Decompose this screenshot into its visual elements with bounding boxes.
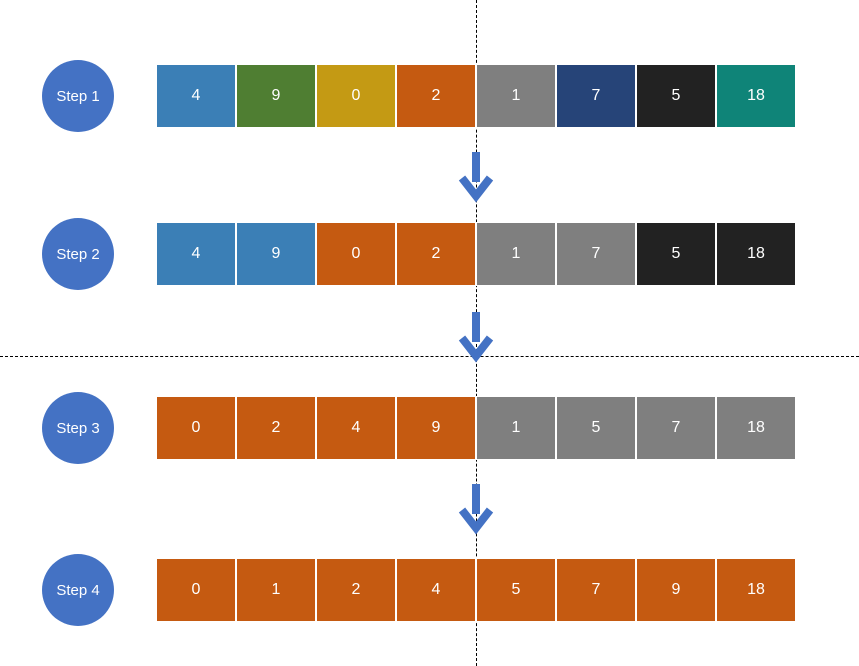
cell-value: 2 <box>272 419 281 437</box>
cell-value: 0 <box>352 87 361 105</box>
array-cell: 7 <box>556 64 636 128</box>
step-label: Step 4 <box>56 582 99 599</box>
cell-value: 7 <box>592 581 601 599</box>
cell-value: 0 <box>192 419 201 437</box>
array-cell: 0 <box>156 396 236 460</box>
step-row: Step 4 0 1 2 4 5 7 9 18 <box>42 554 796 626</box>
cell-value: 5 <box>512 581 521 599</box>
cell-value: 5 <box>672 245 681 263</box>
array-cell: 0 <box>316 222 396 286</box>
cells-row: 0 2 4 9 1 5 7 18 <box>156 396 796 460</box>
cell-value: 9 <box>432 419 441 437</box>
cell-value: 18 <box>747 87 765 105</box>
cell-value: 4 <box>192 87 201 105</box>
step-circle: Step 2 <box>42 218 114 290</box>
array-cell: 5 <box>476 558 556 622</box>
array-cell: 2 <box>316 558 396 622</box>
cell-value: 0 <box>352 245 361 263</box>
array-cell: 1 <box>476 396 556 460</box>
array-cell: 7 <box>636 396 716 460</box>
down-arrow <box>456 146 496 206</box>
cells-row: 4 9 0 2 1 7 5 18 <box>156 222 796 286</box>
array-cell: 18 <box>716 396 796 460</box>
down-arrow <box>456 306 496 366</box>
diagram-container: Step 1 4 9 0 2 1 7 5 18 Step 2 4 9 0 2 1 7 5 18 Step 3 0 2 4 9… <box>0 0 859 666</box>
array-cell: 4 <box>316 396 396 460</box>
array-cell: 5 <box>556 396 636 460</box>
array-cell: 9 <box>396 396 476 460</box>
array-cell: 2 <box>396 64 476 128</box>
cell-value: 1 <box>512 419 521 437</box>
cell-value: 2 <box>432 87 441 105</box>
array-cell: 0 <box>316 64 396 128</box>
array-cell: 1 <box>476 64 556 128</box>
array-cell: 0 <box>156 558 236 622</box>
cell-value: 9 <box>272 87 281 105</box>
array-cell: 2 <box>236 396 316 460</box>
array-cell: 9 <box>236 64 316 128</box>
step-label: Step 1 <box>56 88 99 105</box>
array-cell: 4 <box>156 222 236 286</box>
cell-value: 2 <box>352 581 361 599</box>
step-row: Step 2 4 9 0 2 1 7 5 18 <box>42 218 796 290</box>
array-cell: 4 <box>396 558 476 622</box>
array-cell: 18 <box>716 558 796 622</box>
cell-value: 9 <box>672 581 681 599</box>
cell-value: 5 <box>592 419 601 437</box>
array-cell: 5 <box>636 222 716 286</box>
cell-value: 9 <box>272 245 281 263</box>
cell-value: 7 <box>592 87 601 105</box>
horizontal-divider <box>0 356 859 357</box>
array-cell: 2 <box>396 222 476 286</box>
cell-value: 18 <box>747 581 765 599</box>
array-cell: 7 <box>556 558 636 622</box>
cell-value: 7 <box>592 245 601 263</box>
cell-value: 18 <box>747 245 765 263</box>
array-cell: 1 <box>476 222 556 286</box>
step-row: Step 1 4 9 0 2 1 7 5 18 <box>42 60 796 132</box>
down-arrow <box>456 478 496 538</box>
step-row: Step 3 0 2 4 9 1 5 7 18 <box>42 392 796 464</box>
cell-value: 2 <box>432 245 441 263</box>
array-cell: 7 <box>556 222 636 286</box>
cell-value: 7 <box>672 419 681 437</box>
cell-value: 4 <box>192 245 201 263</box>
step-circle: Step 3 <box>42 392 114 464</box>
cells-row: 4 9 0 2 1 7 5 18 <box>156 64 796 128</box>
cell-value: 1 <box>512 245 521 263</box>
array-cell: 1 <box>236 558 316 622</box>
step-circle: Step 1 <box>42 60 114 132</box>
array-cell: 4 <box>156 64 236 128</box>
cell-value: 5 <box>672 87 681 105</box>
array-cell: 9 <box>236 222 316 286</box>
cell-value: 18 <box>747 419 765 437</box>
cell-value: 4 <box>432 581 441 599</box>
array-cell: 18 <box>716 222 796 286</box>
array-cell: 9 <box>636 558 716 622</box>
cells-row: 0 1 2 4 5 7 9 18 <box>156 558 796 622</box>
cell-value: 0 <box>192 581 201 599</box>
step-label: Step 2 <box>56 246 99 263</box>
cell-value: 4 <box>352 419 361 437</box>
step-label: Step 3 <box>56 420 99 437</box>
cell-value: 1 <box>272 581 281 599</box>
step-circle: Step 4 <box>42 554 114 626</box>
array-cell: 18 <box>716 64 796 128</box>
array-cell: 5 <box>636 64 716 128</box>
cell-value: 1 <box>512 87 521 105</box>
